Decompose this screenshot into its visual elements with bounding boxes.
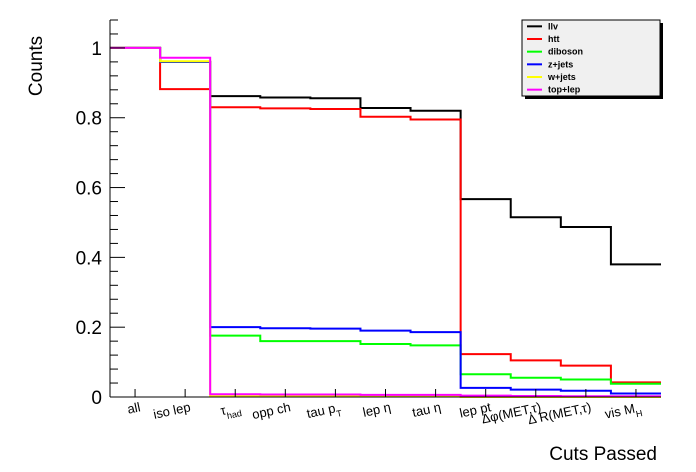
plot-area <box>110 46 661 398</box>
y-tick-label: 0.8 <box>76 109 102 130</box>
y-axis-title: Counts <box>26 36 47 96</box>
legend-label: top+lep <box>548 85 581 95</box>
series-line-z-jets <box>110 46 661 395</box>
y-tick-label: 0.2 <box>76 318 102 339</box>
x-axis-title: Cuts Passed <box>549 444 657 465</box>
legend-label: llv <box>548 21 558 31</box>
y-tick-label: 0 <box>91 388 102 409</box>
x-category-label: opp ch <box>251 399 292 422</box>
x-category-label: iso lep <box>152 399 192 421</box>
x-category-label: lep pt <box>458 399 493 420</box>
legend-label: htt <box>548 34 560 44</box>
y-tick-label: 0.4 <box>76 248 103 269</box>
x-axis: all iso lep τhad opp ch tau pT lep η tau η lep … <box>110 389 661 427</box>
legend: llv htt diboson z+jets w+jets top+lep <box>521 19 663 99</box>
legend-label: w+jets <box>547 72 576 82</box>
y-axis: 0 0.2 0.4 0.6 0.8 1 <box>76 19 125 409</box>
y-tick-label: 1 <box>91 39 102 60</box>
y-tick-label: 0.6 <box>76 179 102 200</box>
legend-label: diboson <box>548 47 583 57</box>
x-category-label: tau η <box>411 399 442 420</box>
series-line-top-lep <box>110 46 661 398</box>
x-category-label: vis MH <box>603 399 643 425</box>
x-category-label: τhad <box>219 399 243 422</box>
x-category-label: tau pT <box>305 399 343 425</box>
legend-label: z+jets <box>548 59 573 69</box>
legend-box <box>521 19 661 97</box>
x-category-label: all <box>126 399 142 416</box>
x-category-label: lep η <box>361 399 392 420</box>
